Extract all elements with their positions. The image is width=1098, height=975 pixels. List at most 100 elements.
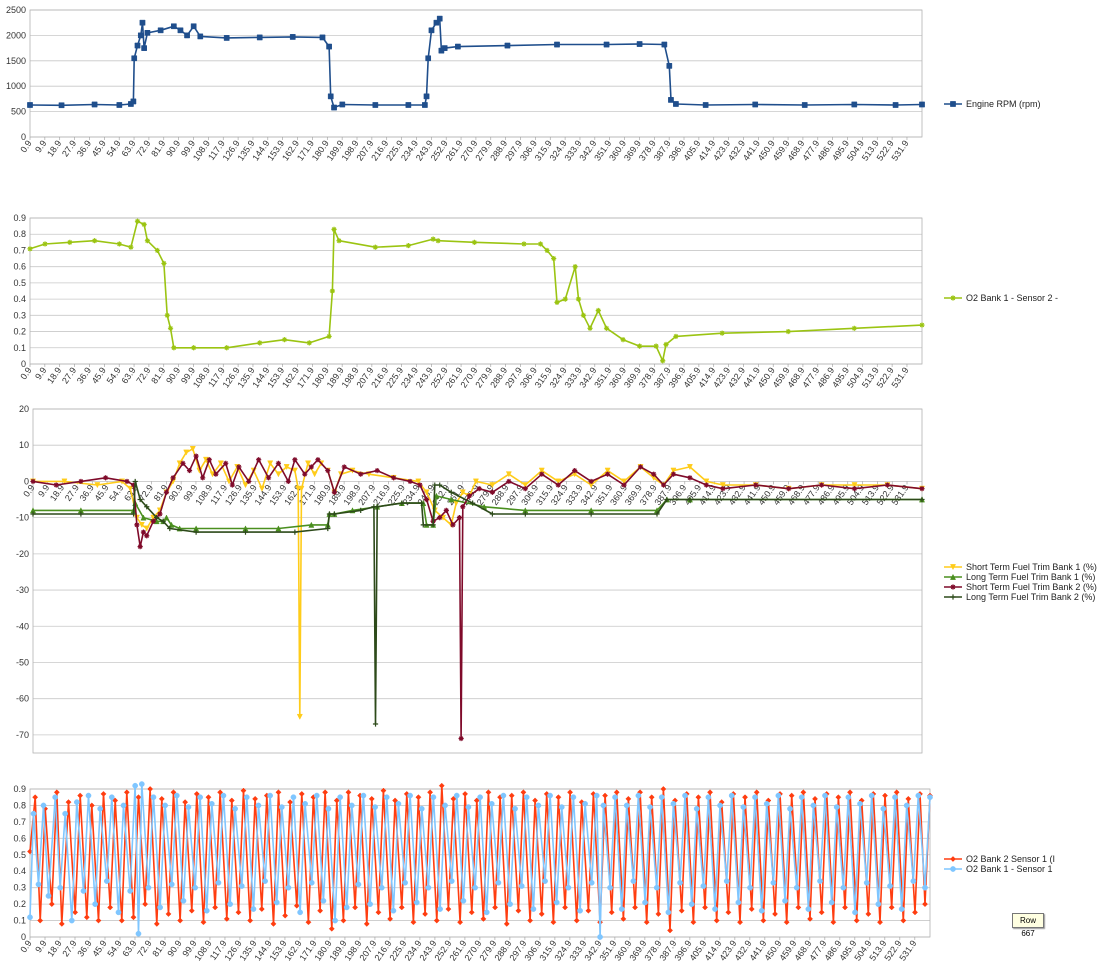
data-point [171,23,177,30]
data-point [687,496,693,503]
data-point [383,794,390,801]
data-point [600,802,607,809]
data-point [801,102,808,108]
data-point [45,893,52,899]
data-point [331,489,337,495]
data-point [775,792,782,799]
data-point [852,909,858,916]
data-point [480,915,487,922]
data-point [182,799,189,806]
data-point [223,35,230,41]
data-point [107,904,114,911]
data-point [157,904,163,911]
data-point [428,27,435,34]
data-point [495,879,502,886]
data-point [77,792,84,799]
y-tick-label: 0.3 [13,310,26,320]
x-tick-label: 531.9 [897,938,918,962]
data-point [693,805,700,812]
data-point [128,244,134,250]
y-tick-label: -30 [16,585,29,595]
data-point [308,879,315,886]
data-point [92,901,99,907]
data-point [719,482,726,489]
data-point [635,792,642,799]
data-point [653,884,660,891]
data-point [807,915,813,922]
data-point [326,43,332,50]
data-point [728,792,735,799]
data-point [507,901,513,907]
x-tick-label: 72.9 [135,938,153,958]
y-tick-label: 0.8 [13,800,26,810]
data-point [665,909,672,916]
data-point [184,32,190,39]
data-point [258,485,265,492]
data-point [437,482,443,488]
data-point [120,802,127,809]
data-point [331,226,337,232]
data-point [30,478,36,485]
data-point [35,881,42,888]
legend-label: Long Term Fuel Trim Bank 1 (%) [966,572,1095,582]
data-point [189,445,196,452]
y-tick-label: 0.8 [13,229,26,239]
x-tick-label: 45.9 [92,483,110,503]
data-point [293,902,300,909]
data-point [302,801,308,807]
data-point [476,486,482,492]
data-point [78,511,84,517]
data-point [368,795,375,802]
data-point [157,511,163,517]
plot-border [32,408,923,754]
data-point [134,42,141,49]
data-point [372,804,378,810]
data-point [818,909,825,916]
data-point [327,93,334,100]
data-point [134,522,140,528]
data-point [405,102,412,108]
y-tick-label: 1000 [6,81,26,91]
legend-marker [949,564,957,571]
data-point [140,514,147,521]
data-point [503,920,510,927]
data-point [555,478,562,485]
legend-label: O2 Bank 1 - Sensor 2 - [966,293,1058,303]
data-point [643,919,650,926]
data-point [558,804,565,810]
data-point [845,794,852,801]
data-point [688,901,695,907]
x-tick-label: 36.9 [75,938,93,958]
data-point [95,917,102,924]
data-point [154,247,160,254]
data-point [405,242,411,249]
data-point [760,917,767,924]
data-point [317,907,324,914]
data-point [667,927,674,934]
data-point [593,792,600,799]
data-point [30,511,36,517]
data-point [851,482,858,489]
data-point [919,486,925,492]
data-point [430,794,437,801]
data-point [587,325,593,331]
data-point [227,901,233,907]
data-point [648,794,655,801]
data-point [441,45,448,51]
data-point [758,907,765,914]
data-point [372,721,379,727]
data-point [395,801,402,807]
data-point [94,482,101,489]
data-point [737,919,743,926]
data-point [795,904,802,911]
data-point [240,787,247,794]
data-point [637,464,644,470]
data-point [185,804,192,810]
x-tick-label: 54.9 [107,483,125,503]
data-point [717,802,723,809]
data-point [30,810,37,817]
data-point [588,879,595,886]
data-point [358,471,364,477]
data-point [292,457,298,463]
data-point [682,792,688,799]
